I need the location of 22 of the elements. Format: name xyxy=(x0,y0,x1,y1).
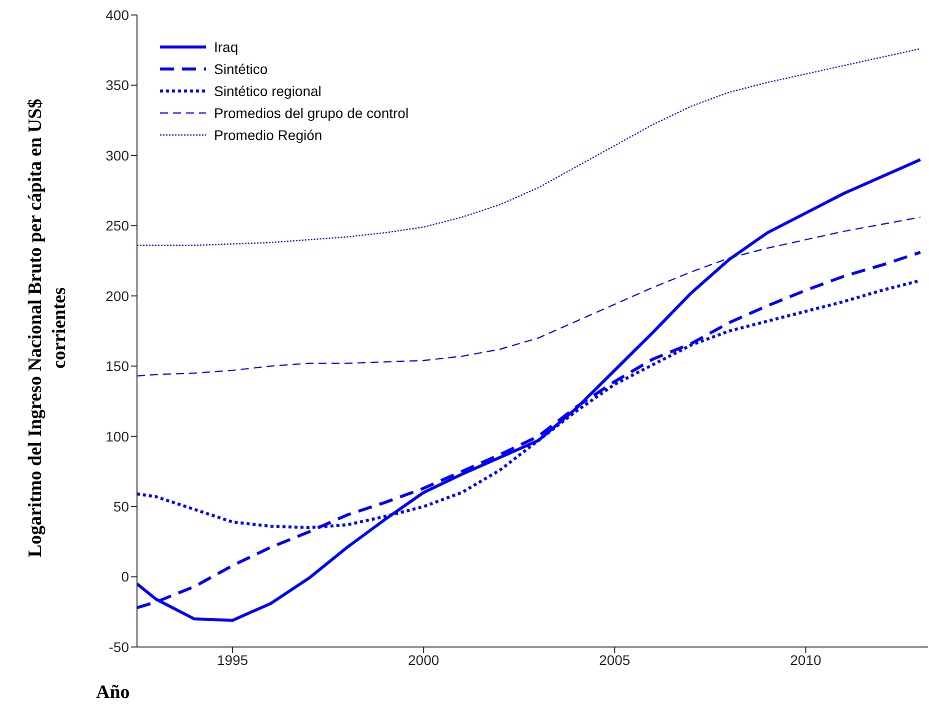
y-tick-label: -50 xyxy=(108,638,130,655)
x-tick-label: 1995 xyxy=(216,652,248,668)
y-tick-label: 100 xyxy=(106,428,130,444)
y-axis-title: Logaritmo del Ingreso Nacional Bruto per cápita en US$ corrientes xyxy=(24,98,71,560)
y-tick-label: 300 xyxy=(106,147,130,164)
y-tick-label: 200 xyxy=(106,288,130,304)
legend-label: Sintético xyxy=(214,61,268,77)
line-series xyxy=(137,158,922,622)
legend-label: Promedio Región xyxy=(214,127,322,143)
x-tick-label: 2000 xyxy=(408,652,440,668)
x-tick-label: 2005 xyxy=(599,652,630,668)
x-axis-title: Año xyxy=(96,682,130,704)
y-tick-label: 400 xyxy=(106,6,130,23)
x-tick-label: 2010 xyxy=(790,652,822,668)
y-tick-label: 250 xyxy=(106,218,130,234)
y-tick-label: 350 xyxy=(106,77,130,94)
y-tick-label: 150 xyxy=(106,358,130,374)
legend-label: Iraq xyxy=(214,39,238,55)
legend-label: Sintético regional xyxy=(214,83,322,99)
y-tick-label: 0 xyxy=(121,568,130,585)
y-tick-label: 50 xyxy=(113,498,130,515)
legend-label: Promedios del grupo de control xyxy=(214,105,409,121)
